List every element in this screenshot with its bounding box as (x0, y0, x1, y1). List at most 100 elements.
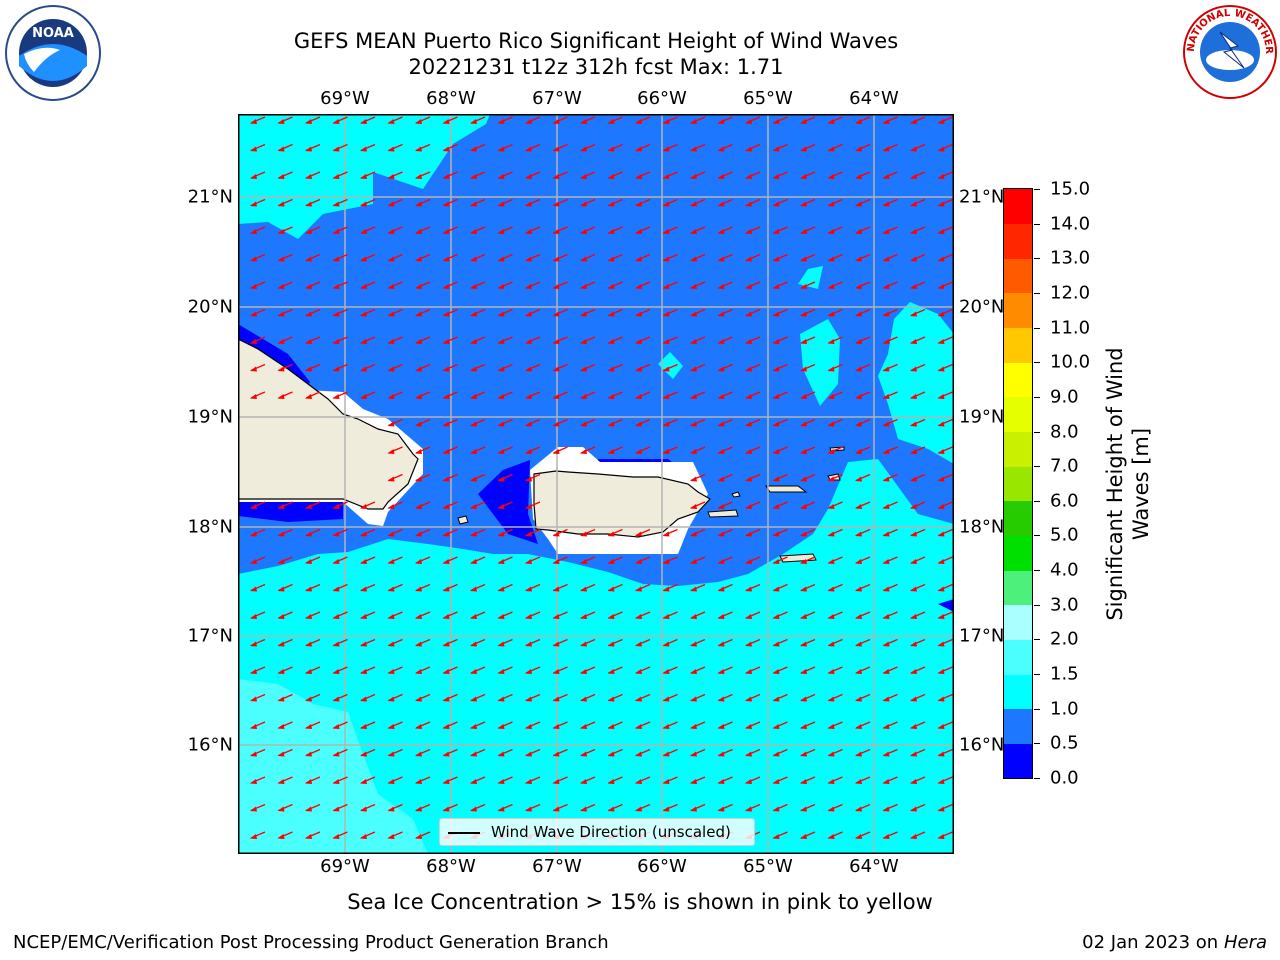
wind-wave-arrowhead (937, 614, 945, 619)
wind-wave-arrowhead (442, 229, 450, 234)
wind-wave-arrowhead (387, 559, 395, 564)
wind-wave-arrowhead (387, 834, 395, 839)
wind-wave-arrowhead (580, 256, 587, 262)
wind-wave-arrowhead (855, 696, 862, 702)
wind-wave-arrowhead (882, 119, 890, 124)
wind-wave-arrowhead (415, 476, 422, 482)
wind-wave-arrowhead (250, 531, 257, 537)
puerto-rico-land (533, 470, 711, 538)
wind-wave-arrowhead (277, 201, 285, 207)
wind-wave-arrowhead (882, 394, 890, 399)
wind-wave-arrowhead (607, 779, 615, 784)
wind-wave-arrowhead (442, 641, 450, 647)
wind-wave-arrowhead (910, 174, 917, 179)
wind-wave-arrowhead (717, 339, 725, 344)
wind-wave-arrowhead (277, 779, 285, 784)
wind-wave-arrowhead (882, 641, 890, 647)
wind-wave-arrowhead (580, 311, 587, 317)
wind-wave-arrowhead (745, 751, 752, 757)
wind-wave-arrowhead (662, 201, 670, 207)
wind-wave-arrowhead (305, 641, 312, 647)
wind-wave-arrowhead (690, 614, 697, 619)
wind-wave-arrowhead (827, 696, 835, 702)
colorbar-tick-label: 1.0 (1050, 698, 1079, 720)
wind-wave-arrowhead (607, 614, 615, 619)
wind-wave-arrowhead (442, 531, 450, 537)
wind-wave-arrowhead (442, 586, 450, 592)
wind-wave-arrowhead (635, 174, 642, 179)
wind-wave-arrowhead (250, 394, 257, 399)
wind-wave-arrowhead (360, 641, 367, 647)
wind-wave-arrowhead (525, 614, 532, 619)
colorbar-tick (1034, 431, 1040, 433)
wind-wave-arrowhead (525, 504, 532, 509)
wind-wave-arrowhead (745, 806, 752, 812)
wind-wave-arrowhead (497, 531, 505, 537)
wind-wave-arrowhead (800, 696, 807, 702)
wind-wave-arrowhead (690, 751, 697, 757)
wind-wave-arrowhead (662, 394, 670, 399)
wind-wave-arrowhead (882, 751, 890, 757)
wave-region-1-0-1-5 (658, 352, 683, 379)
wind-wave-arrowhead (305, 146, 312, 152)
wind-wave-arrowhead (360, 339, 367, 344)
wind-wave-arrowhead (305, 201, 312, 207)
wind-wave-arrowhead (497, 119, 505, 124)
wind-wave-arrowhead (717, 531, 725, 537)
wind-wave-arrowhead (717, 559, 725, 564)
wind-wave-arrowhead (937, 834, 945, 839)
wind-wave-arrowhead (305, 806, 312, 812)
wind-wave-arrowhead (662, 174, 670, 179)
colorbar-tick-label: 5.0 (1050, 524, 1079, 546)
wind-wave-arrowhead (360, 779, 367, 784)
colorbar-segment (1004, 570, 1032, 606)
wind-wave-arrowhead (882, 256, 890, 262)
wind-wave-arrowhead (332, 531, 340, 537)
wind-wave-arrowhead (470, 696, 477, 702)
colorbar-tick-label: 4.0 (1050, 559, 1079, 581)
lat-right-label: 20°N (959, 296, 1005, 318)
lat-right-label: 19°N (959, 406, 1005, 428)
wind-wave-arrowhead (717, 229, 725, 234)
wind-wave-arrowhead (635, 559, 642, 564)
wind-wave-arrowhead (250, 724, 257, 729)
wind-wave-arrowhead (470, 394, 477, 399)
wind-wave-arrowhead (387, 339, 395, 344)
wind-wave-arrowhead (937, 284, 945, 289)
colorbar-tick-label: 10.0 (1050, 351, 1091, 373)
lat-right-label: 17°N (959, 625, 1005, 647)
lon-top-label: 68°W (426, 88, 476, 109)
wind-wave-arrowhead (772, 311, 780, 317)
wind-wave-arrowhead (607, 284, 615, 289)
virgin-islands (765, 485, 808, 493)
wind-wave-arrowhead (470, 586, 477, 592)
wind-wave-arrowhead (442, 366, 450, 372)
wind-wave-arrowhead (360, 229, 367, 234)
wind-wave-arrowhead (250, 504, 257, 509)
wind-wave-arrowhead (525, 751, 532, 757)
wind-wave-arrowhead (415, 394, 422, 399)
wind-wave-arrowhead (277, 339, 285, 344)
wind-wave-arrowhead (552, 119, 560, 124)
wind-wave-arrowhead (470, 531, 477, 537)
wind-wave-arrowhead (552, 724, 560, 729)
wind-wave-arrowhead (855, 119, 862, 124)
wind-wave-arrowhead (607, 669, 615, 674)
legend-line-swatch (448, 832, 480, 834)
wind-wave-arrowhead (662, 449, 670, 454)
wind-wave-arrowhead (552, 669, 560, 674)
wind-wave-arrowhead (470, 174, 477, 179)
colorbar-title-line2: Waves [m] (1129, 427, 1153, 541)
wind-wave-arrowhead (415, 256, 422, 262)
wind-wave-arrowhead (910, 586, 917, 592)
wind-wave-arrowhead (772, 256, 780, 262)
colorbar-segment (1004, 708, 1032, 744)
wind-wave-arrowhead (607, 256, 615, 262)
colorbar-segment (1004, 604, 1032, 640)
wind-wave-arrowhead (690, 476, 697, 482)
colorbar-tick-label: 11.0 (1050, 317, 1091, 339)
wind-wave-arrowhead (800, 531, 807, 537)
wind-wave-arrowhead (662, 751, 670, 757)
colorbar-tick (1034, 223, 1040, 225)
wind-wave-arrowhead (305, 229, 312, 234)
